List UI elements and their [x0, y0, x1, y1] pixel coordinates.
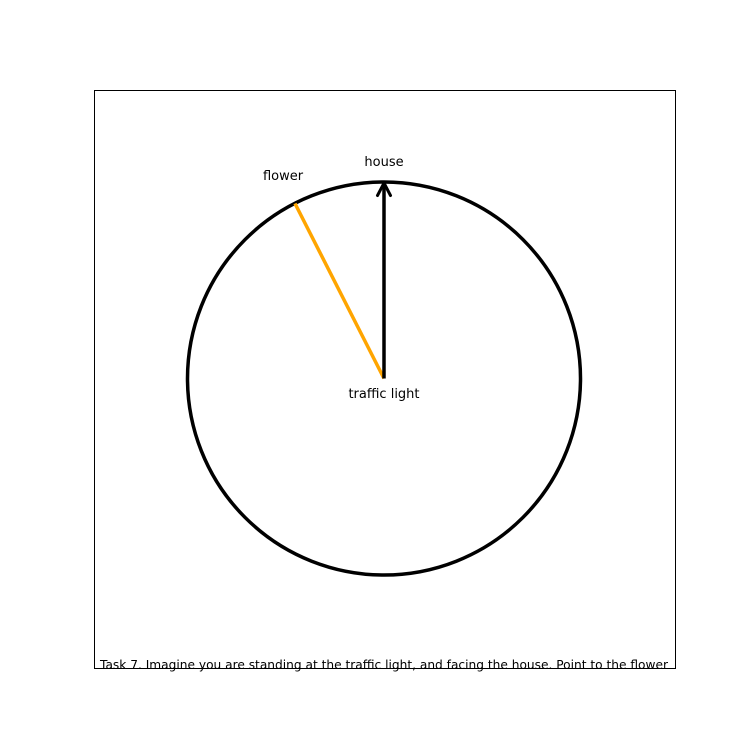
flower-direction-line	[293, 202, 386, 380]
traffic-light-label: traffic light	[348, 387, 419, 402]
house-label: house	[364, 155, 403, 170]
flower-label: flower	[263, 169, 304, 184]
arrowhead-icon	[376, 181, 392, 197]
plot-frame	[94, 90, 676, 669]
task-caption: Task 7. Imagine you are standing at the …	[99, 658, 669, 672]
